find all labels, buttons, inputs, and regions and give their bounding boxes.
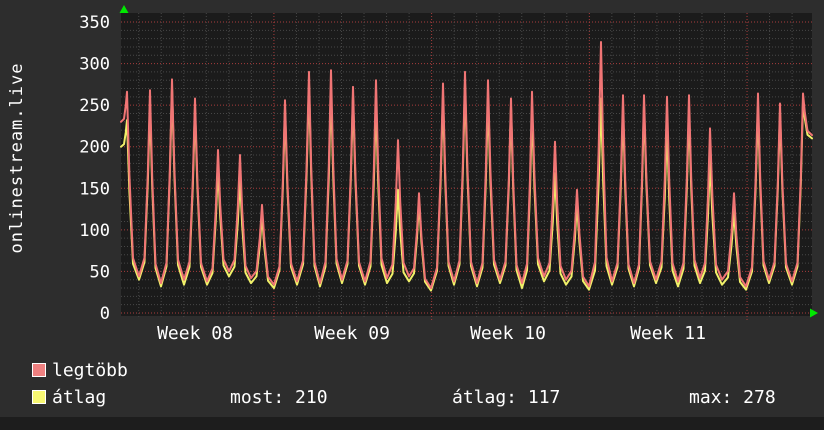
legend-swatch-legtobb-icon bbox=[32, 363, 46, 377]
x-week-label: Week 09 bbox=[314, 323, 390, 344]
y-tick-label: 250 bbox=[79, 96, 110, 116]
x-week-label: Week 10 bbox=[470, 323, 546, 344]
legend-label-legtobb: legtöbb bbox=[52, 360, 128, 381]
x-week-label: Week 11 bbox=[630, 323, 706, 344]
y-tick-label: 100 bbox=[79, 221, 110, 241]
stat-most: most: 210 bbox=[230, 387, 328, 408]
x-axis-arrow-icon bbox=[810, 308, 818, 318]
legend-label-atlag: átlag bbox=[52, 387, 107, 408]
y-tick-label: 50 bbox=[90, 262, 110, 282]
y-axis-arrow-icon bbox=[119, 5, 129, 13]
x-week-label: Week 08 bbox=[157, 323, 233, 344]
stat-max: max: 278 bbox=[689, 387, 776, 408]
stat-atlag: átlag: 117 bbox=[452, 387, 561, 408]
bottom-bar bbox=[0, 417, 824, 430]
y-tick-label: 0 bbox=[100, 304, 110, 324]
series-line-legtobb bbox=[120, 41, 813, 290]
y-tick-label: 150 bbox=[79, 179, 110, 199]
y-tick-label: 350 bbox=[79, 13, 110, 33]
y-tick-label: 300 bbox=[79, 55, 110, 75]
y-tick-label: 200 bbox=[79, 138, 110, 158]
legend-swatch-atlag-icon bbox=[32, 390, 46, 404]
vertical-axis-title: onlinestream.live bbox=[7, 62, 27, 254]
